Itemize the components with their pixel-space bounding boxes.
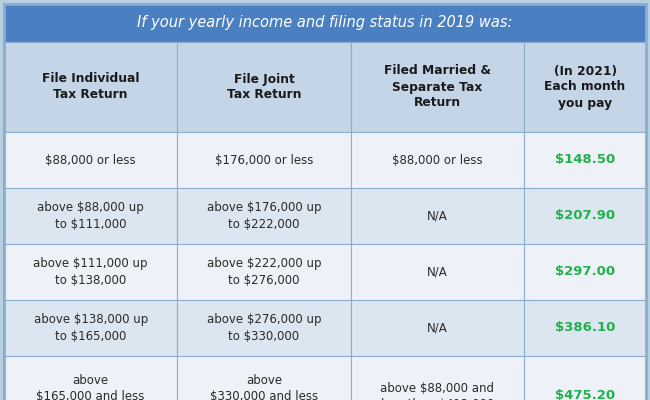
Text: $297.00: $297.00 bbox=[555, 266, 615, 278]
Text: above $88,000 and
less than $412,000: above $88,000 and less than $412,000 bbox=[380, 382, 495, 400]
Bar bbox=[177, 188, 351, 244]
Text: above $176,000 up
to $222,000: above $176,000 up to $222,000 bbox=[207, 202, 321, 230]
Text: $207.90: $207.90 bbox=[555, 210, 615, 222]
Text: $88,000 or less: $88,000 or less bbox=[46, 154, 136, 166]
Bar bbox=[4, 42, 177, 132]
Text: above $88,000 up
to $111,000: above $88,000 up to $111,000 bbox=[37, 202, 144, 230]
Bar bbox=[4, 244, 177, 300]
Bar bbox=[524, 300, 646, 356]
Bar bbox=[177, 356, 351, 400]
Bar bbox=[4, 188, 177, 244]
Text: above $138,000 up
to $165,000: above $138,000 up to $165,000 bbox=[34, 314, 148, 342]
Text: File Individual
Tax Return: File Individual Tax Return bbox=[42, 72, 139, 102]
Bar bbox=[524, 356, 646, 400]
Text: File Joint
Tax Return: File Joint Tax Return bbox=[227, 72, 301, 102]
Text: N/A: N/A bbox=[427, 266, 448, 278]
Bar bbox=[524, 132, 646, 188]
Bar bbox=[351, 356, 524, 400]
Text: If your yearly income and filing status in 2019 was:: If your yearly income and filing status … bbox=[137, 16, 513, 30]
Bar bbox=[4, 132, 177, 188]
Bar bbox=[4, 300, 177, 356]
Bar bbox=[351, 244, 524, 300]
Bar bbox=[524, 42, 646, 132]
Text: $176,000 or less: $176,000 or less bbox=[214, 154, 313, 166]
Text: $148.50: $148.50 bbox=[555, 154, 615, 166]
Text: $386.10: $386.10 bbox=[555, 322, 615, 334]
Bar bbox=[177, 132, 351, 188]
Bar bbox=[524, 188, 646, 244]
Bar bbox=[177, 300, 351, 356]
Bar bbox=[4, 4, 646, 42]
Bar bbox=[351, 42, 524, 132]
Text: Filed Married &
Separate Tax
Return: Filed Married & Separate Tax Return bbox=[384, 64, 491, 110]
Text: above $222,000 up
to $276,000: above $222,000 up to $276,000 bbox=[207, 258, 321, 286]
Text: N/A: N/A bbox=[427, 322, 448, 334]
Bar bbox=[524, 244, 646, 300]
Bar bbox=[351, 132, 524, 188]
Text: above
$165,000 and less
than $500,000: above $165,000 and less than $500,000 bbox=[36, 374, 145, 400]
Bar bbox=[177, 244, 351, 300]
Text: (In 2021)
Each month
you pay: (In 2021) Each month you pay bbox=[545, 64, 626, 110]
Text: N/A: N/A bbox=[427, 210, 448, 222]
Text: above $276,000 up
to $330,000: above $276,000 up to $330,000 bbox=[207, 314, 321, 342]
Bar bbox=[4, 356, 177, 400]
Bar bbox=[351, 300, 524, 356]
Bar bbox=[351, 188, 524, 244]
Text: above
$330,000 and less
than $750,000: above $330,000 and less than $750,000 bbox=[210, 374, 318, 400]
Bar bbox=[177, 42, 351, 132]
Text: $88,000 or less: $88,000 or less bbox=[392, 154, 483, 166]
Text: $475.20: $475.20 bbox=[555, 390, 615, 400]
Text: above $111,000 up
to $138,000: above $111,000 up to $138,000 bbox=[33, 258, 148, 286]
